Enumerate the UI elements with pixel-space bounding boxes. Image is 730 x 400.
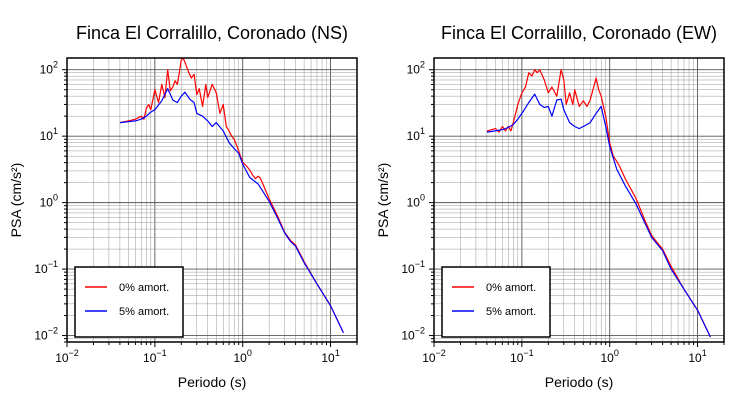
- legend-label-1: 5% amort.: [119, 306, 169, 318]
- series-line-damped-5pct: [119, 88, 344, 334]
- y-axis-label: PSA (cm/s²): [8, 163, 24, 238]
- y-tick-label: 102: [40, 60, 58, 77]
- x-axis-label: Periodo (s): [545, 374, 613, 390]
- y-axis-label-text: PSA (cm/s²): [375, 163, 391, 238]
- x-axis-label: Periodo (s): [178, 374, 246, 390]
- y-axis-label: PSA (cm/s²): [375, 163, 391, 238]
- x-tick-label: 10−1: [510, 348, 534, 365]
- legend-label-0: 0% amort.: [119, 282, 169, 294]
- x-tick-label: 101: [688, 348, 706, 365]
- legend-label-1: 5% amort.: [486, 306, 536, 318]
- y-tick-label: 100: [407, 193, 425, 210]
- series-line-undamped: [486, 69, 711, 338]
- chart-title: Finca El Corralillo, Coronado (EW): [441, 23, 717, 43]
- y-tick-label: 102: [407, 60, 425, 77]
- x-tick-label: 101: [321, 348, 339, 365]
- series-layer: [119, 57, 344, 334]
- chart-panel-ns: Finca El Corralillo, Coronado (NS) 10−2 1…: [8, 23, 358, 390]
- x-tick-label: 10−2: [422, 348, 446, 365]
- legend: 0% amort. 5% amort.: [441, 266, 551, 338]
- legend-box: [441, 266, 551, 338]
- y-axis-label-text: PSA (cm/s²): [8, 163, 24, 238]
- x-tick-label: 10−1: [143, 348, 167, 365]
- y-tick-label: 10−2: [34, 326, 58, 343]
- y-tick-label: 100: [40, 193, 58, 210]
- y-tick-label: 10−1: [34, 259, 58, 276]
- legend-box: [74, 266, 184, 338]
- x-tick-label: 10−2: [55, 348, 79, 365]
- grid: [62, 58, 358, 347]
- tick-labels: 10−2 10−1 100 101 10−2 10−1 100 101 102: [401, 60, 706, 365]
- chart-panel-ew: Finca El Corralillo, Coronado (EW) 10−2 1…: [375, 23, 725, 390]
- y-tick-label: 101: [40, 126, 58, 143]
- series-line-damped-5pct: [486, 93, 711, 338]
- chart-title: Finca El Corralillo, Coronado (NS): [76, 23, 348, 43]
- y-tick-label: 101: [407, 126, 425, 143]
- y-tick-label: 10−2: [401, 326, 425, 343]
- legend: 0% amort. 5% amort.: [74, 266, 184, 338]
- series-line-undamped: [119, 57, 344, 334]
- x-tick-label: 100: [601, 348, 619, 365]
- series-layer: [486, 69, 711, 338]
- tick-labels: 10−2 10−1 100 101 10−2 10−1 100 101 102: [34, 60, 339, 365]
- plot-frame: [433, 57, 725, 343]
- plot-frame: [66, 57, 358, 343]
- legend-label-0: 0% amort.: [486, 282, 536, 294]
- x-tick-label: 100: [234, 348, 252, 365]
- y-tick-label: 10−1: [401, 259, 425, 276]
